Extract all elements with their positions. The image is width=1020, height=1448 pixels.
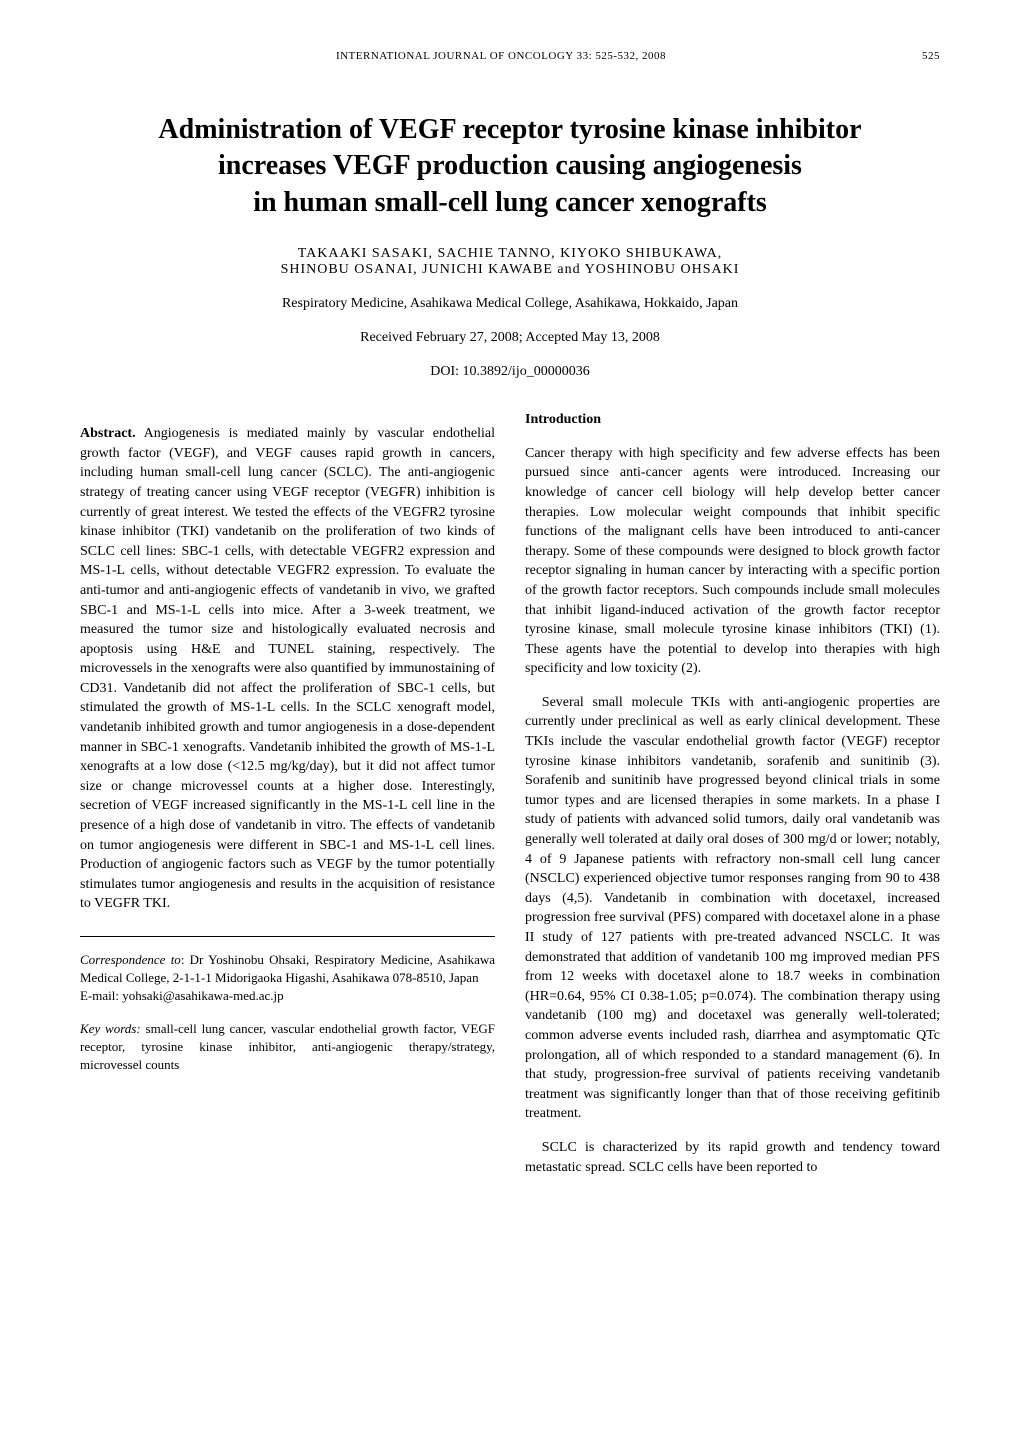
keywords-label: Key words: [80,1021,141,1036]
correspondence-label: Correspondence to [80,952,181,967]
title-line-3: in human small-cell lung cancer xenograf… [80,185,940,221]
correspondence-block: Correspondence to: Dr Yoshinobu Ohsaki, … [80,951,495,1006]
running-header: INTERNATIONAL JOURNAL OF ONCOLOGY 33: 52… [80,50,940,62]
abstract-paragraph: Abstract. Angiogenesis is mediated mainl… [80,424,495,914]
journal-header-text: INTERNATIONAL JOURNAL OF ONCOLOGY 33: 52… [336,50,666,62]
doi: DOI: 10.3892/ijo_00000036 [80,364,940,380]
authors-line-1: TAKAAKI SASAKI, SACHIE TANNO, KIYOKO SHI… [80,246,940,262]
two-column-body: Abstract. Angiogenesis is mediated mainl… [80,410,940,1191]
correspondence-email: yohsaki@asahikawa-med.ac.jp [122,988,283,1003]
received-accepted-dates: Received February 27, 2008; Accepted May… [80,330,940,346]
intro-paragraph-2: Several small molecule TKIs with anti-an… [525,693,940,1124]
authors-line-2: SHINOBU OSANAI, JUNICHI KAWABE and YOSHI… [80,262,940,278]
title-line-2: increases VEGF production causing angiog… [80,148,940,184]
footnote-divider [80,936,495,937]
introduction-heading: Introduction [525,410,940,430]
abstract-text: Angiogenesis is mediated mainly by vascu… [80,426,495,911]
title-line-1: Administration of VEGF receptor tyrosine… [80,112,940,148]
abstract-label: Abstract. [80,426,136,441]
page-number: 525 [922,50,940,62]
page: INTERNATIONAL JOURNAL OF ONCOLOGY 33: 52… [0,0,1020,1241]
authors: TAKAAKI SASAKI, SACHIE TANNO, KIYOKO SHI… [80,246,940,278]
right-column: Introduction Cancer therapy with high sp… [525,410,940,1191]
intro-paragraph-3: SCLC is characterized by its rapid growt… [525,1138,940,1177]
keywords-text: small-cell lung cancer, vascular endothe… [80,1021,495,1072]
affiliation: Respiratory Medicine, Asahikawa Medical … [80,296,940,312]
article-title: Administration of VEGF receptor tyrosine… [80,112,940,221]
intro-paragraph-1: Cancer therapy with high specificity and… [525,444,940,679]
email-label: E-mail: [80,988,122,1003]
keywords-block: Key words: small-cell lung cancer, vascu… [80,1020,495,1075]
left-column: Abstract. Angiogenesis is mediated mainl… [80,410,495,1191]
